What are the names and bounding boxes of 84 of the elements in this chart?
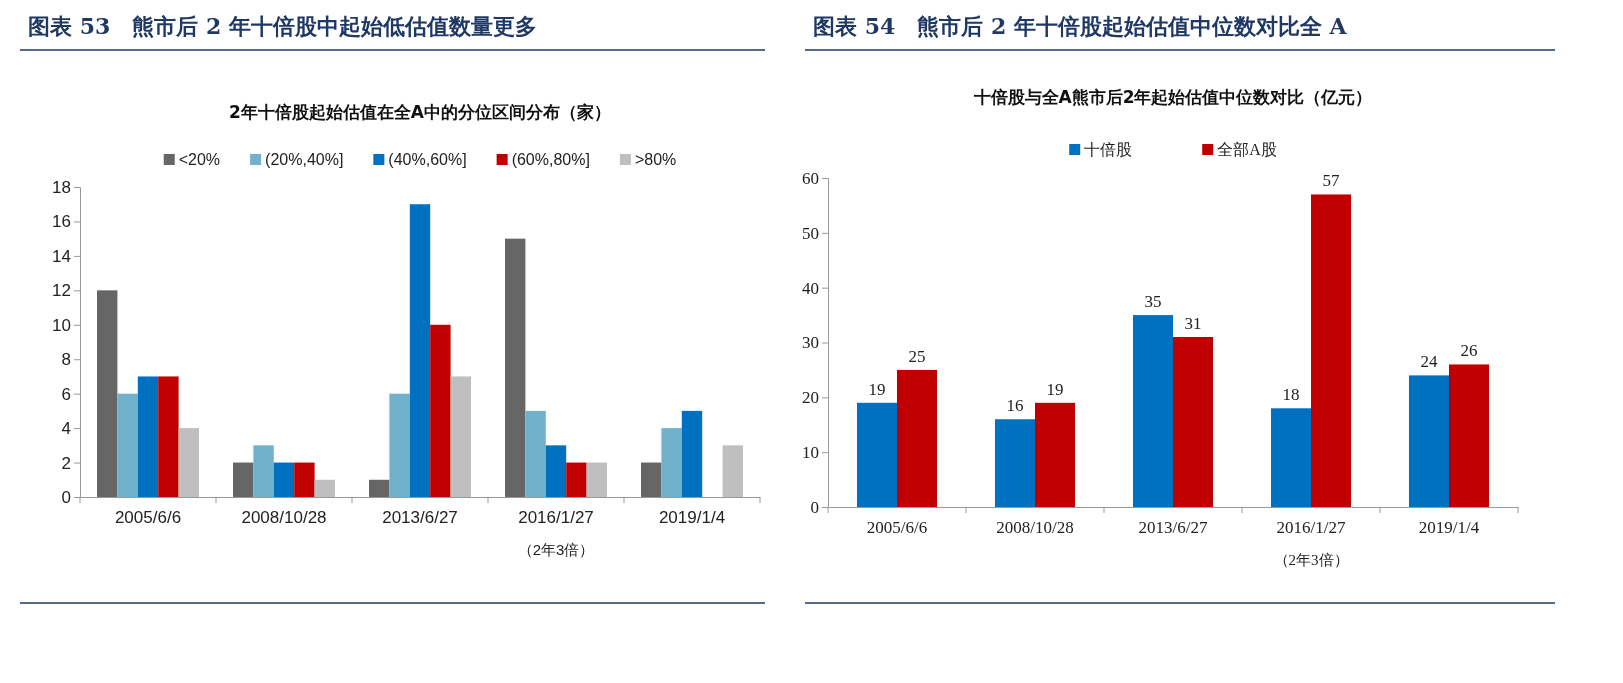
x-tick-label: 2013/6/27 [382, 508, 458, 528]
x-tick-label: 2008/10/28 [996, 518, 1074, 538]
y-tick-label: 12 [52, 281, 71, 301]
chart-subtitle: 十倍股与全A熊市后2年起始估值中位数对比（亿元） [972, 87, 1373, 107]
bar [1132, 315, 1173, 507]
bar [294, 462, 315, 497]
x-tick-label: 2013/6/27 [1138, 518, 1208, 538]
y-tick-label: 10 [802, 443, 819, 463]
y-tick-label: 50 [802, 223, 819, 243]
y-tick-label: 0 [61, 487, 71, 507]
y-tick-label: 4 [61, 419, 71, 439]
y-tick-label: 18 [52, 177, 71, 197]
bar [525, 410, 546, 497]
bar [430, 324, 451, 497]
bar [722, 445, 743, 497]
y-tick-label: 6 [61, 384, 71, 404]
y-tick-label: 0 [810, 497, 819, 517]
data-label: 19 [1046, 379, 1064, 399]
y-tick-label: 8 [61, 350, 71, 370]
x-tick-label: 2008/10/28 [241, 508, 327, 528]
bar [1408, 375, 1449, 507]
bar [389, 393, 410, 497]
legend-label: >80% [634, 151, 677, 168]
data-label: 25 [908, 346, 926, 366]
bar [566, 462, 587, 497]
text: （2年3倍） [517, 541, 595, 558]
bar [1173, 337, 1214, 507]
bar [137, 376, 159, 497]
chart-subtitle: 2年十倍股起始估值在全A中的分位区间分布（家） [229, 102, 611, 122]
bar [994, 419, 1035, 507]
bar [253, 445, 274, 497]
bar [856, 402, 897, 507]
bar [314, 479, 335, 497]
bar [158, 376, 179, 497]
chart-title: 图表 54 熊市后 2 年十倍股起始估值中位数对比全 A [813, 13, 1348, 39]
y-tick-label: 20 [802, 388, 819, 408]
y-tick-label: 60 [802, 168, 819, 188]
bar [1311, 194, 1352, 507]
legend-label: (40%,60%] [388, 151, 467, 168]
bar [233, 462, 254, 497]
x-tick-label: 2005/6/6 [866, 518, 928, 538]
bar [545, 445, 567, 497]
bar [178, 428, 199, 497]
y-tick-label: 30 [802, 333, 819, 353]
bar [273, 462, 295, 497]
bar [586, 462, 607, 497]
legend-label: 全部A股 [1217, 141, 1277, 158]
y-tick-label: 16 [52, 212, 71, 232]
bar [450, 376, 471, 497]
y-tick-label: 40 [802, 278, 819, 298]
data-label: 18 [1282, 385, 1300, 405]
data-label: 24 [1420, 352, 1438, 372]
bar [641, 462, 662, 497]
legend-label: (20%,40%] [265, 151, 344, 168]
bar [409, 204, 431, 497]
bar [897, 369, 938, 507]
data-label: 57 [1322, 171, 1341, 191]
legend-label: (60%,80%] [511, 151, 590, 168]
bar [661, 428, 682, 497]
x-tick-label: 2016/1/27 [1276, 518, 1346, 538]
legend-label: <20% [178, 151, 221, 168]
chart-title: 图表 53 熊市后 2 年十倍股中起始低估值数量更多 [28, 13, 537, 39]
bar [1035, 402, 1076, 507]
bar [1270, 408, 1311, 507]
data-label: 31 [1184, 314, 1202, 334]
y-tick-label: 2 [61, 453, 71, 473]
x-tick-label: 2005/6/6 [114, 508, 182, 528]
data-label: 26 [1460, 341, 1478, 361]
legend-label: 十倍股 [1084, 141, 1133, 158]
bar [97, 290, 118, 497]
data-label: 19 [868, 379, 886, 399]
x-tick-label: 2019/1/4 [658, 508, 726, 528]
data-label: 16 [1006, 396, 1024, 416]
x-tick-label: 2019/1/4 [1418, 518, 1480, 538]
data-label: 35 [1144, 292, 1162, 312]
bar [1449, 364, 1490, 507]
bar [681, 410, 703, 497]
x-tick-label: 2016/1/27 [518, 508, 594, 528]
bar [117, 393, 138, 497]
y-tick-label: 14 [52, 246, 71, 266]
text: （2年3倍） [1273, 552, 1349, 568]
y-tick-label: 10 [52, 315, 71, 335]
bar [369, 479, 390, 497]
bar [505, 238, 526, 497]
